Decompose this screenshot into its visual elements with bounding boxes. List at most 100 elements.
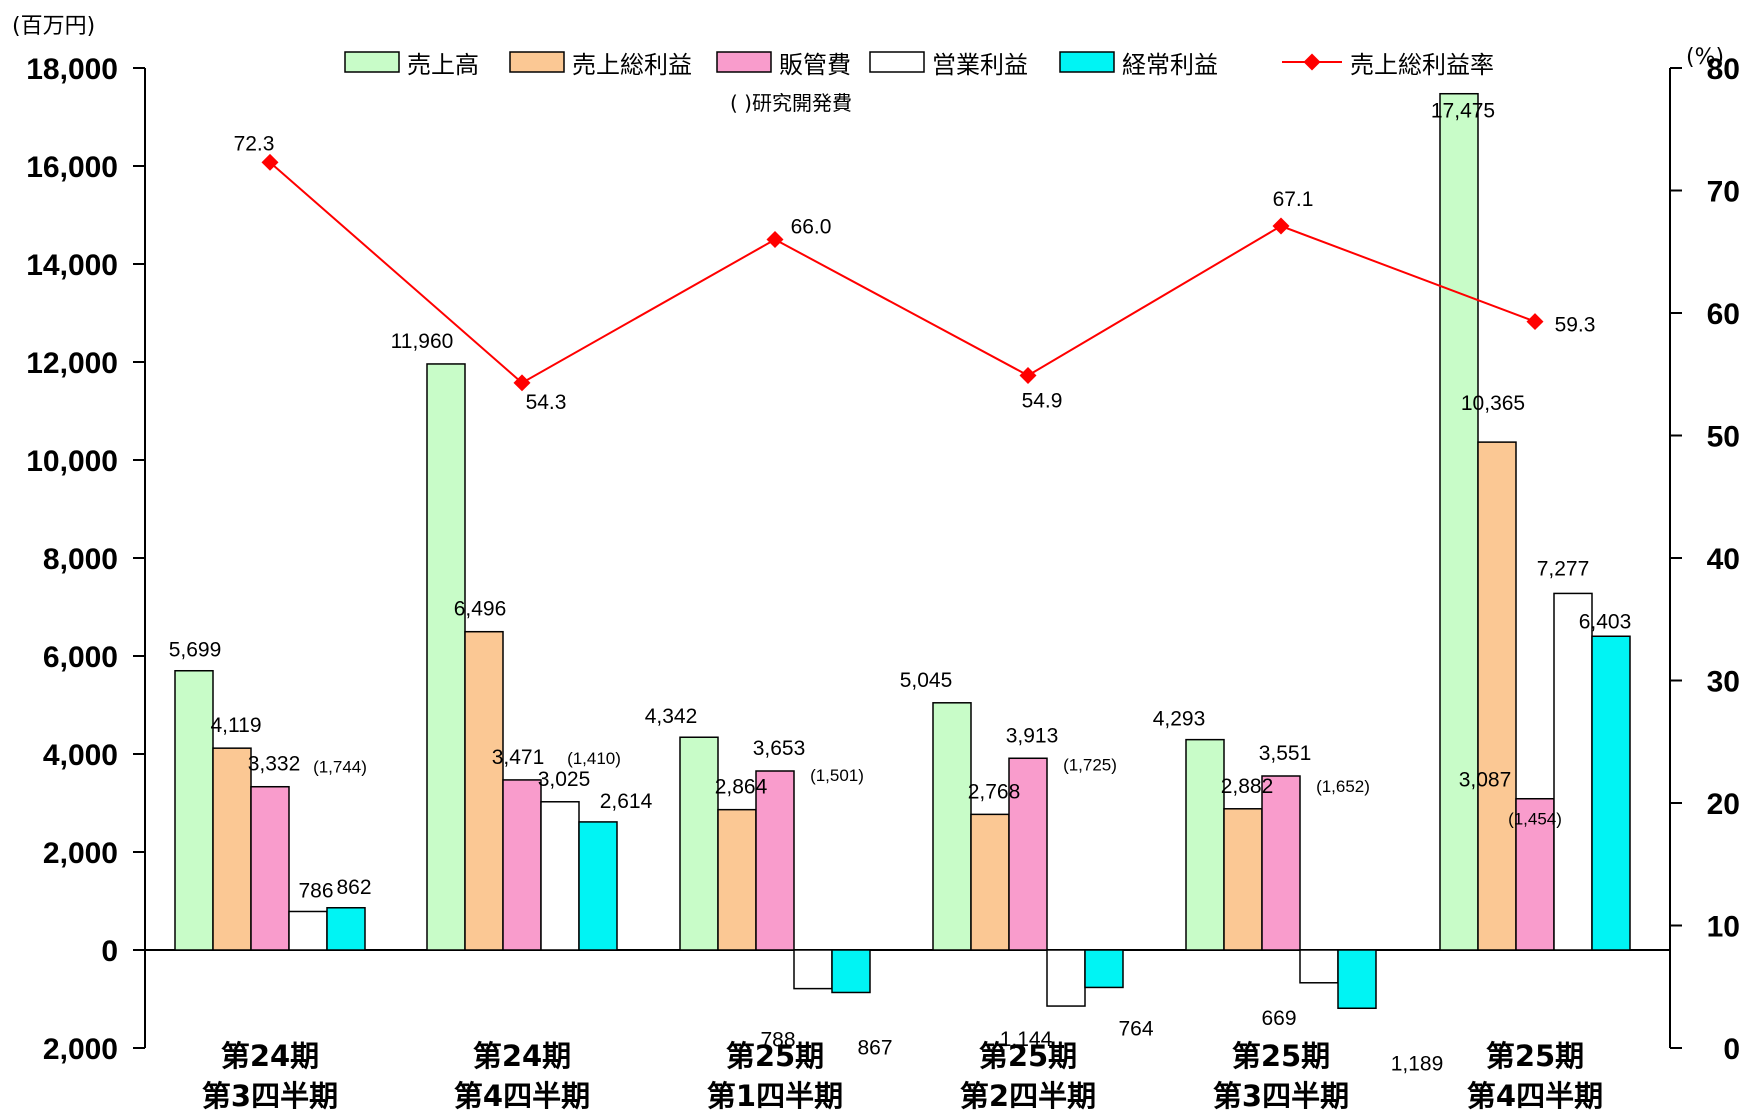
rd-expense-label: (1,454) bbox=[1508, 810, 1562, 829]
bar-operating-income bbox=[1046, 949, 1086, 1007]
gross-margin-label: 54.3 bbox=[526, 391, 567, 414]
right-tick-label: 80 bbox=[1707, 53, 1740, 86]
bar-sga bbox=[502, 779, 542, 951]
rd-expense-label: (1,744) bbox=[313, 758, 367, 777]
legend-label-ordinary-income: 経常利益 bbox=[1122, 51, 1218, 79]
category-label-quarter: 第2四半期 bbox=[960, 1079, 1096, 1113]
legend-marker-gross-margin bbox=[1303, 53, 1321, 71]
bar-gross-profit bbox=[717, 808, 757, 951]
legend-label-sga: 販管費 bbox=[779, 51, 851, 79]
bar-value-label: 788 bbox=[760, 1029, 795, 1052]
right-tick-label: 20 bbox=[1707, 788, 1740, 821]
bar-value-label: 3,332 bbox=[248, 753, 301, 776]
bar-value-label: 669 bbox=[1261, 1007, 1296, 1030]
bar-ordinary-income bbox=[1591, 635, 1631, 951]
bar-value-label: 1,144 bbox=[1000, 1028, 1053, 1051]
bar-value-label: 4,342 bbox=[645, 705, 698, 728]
right-tick-label: 40 bbox=[1707, 543, 1740, 576]
bar-value-label: 7,277 bbox=[1537, 557, 1590, 580]
right-tick-label: 50 bbox=[1707, 421, 1740, 454]
bar-operating-income bbox=[540, 801, 580, 951]
category-label-period: 第25期 bbox=[726, 1039, 824, 1073]
axes: 18,000 16,000 14,000 12,000 10,000 8,000 6,000… bbox=[26, 53, 1740, 1066]
rd-expense-label: (1,501) bbox=[810, 766, 864, 785]
category-label-period: 第25期 bbox=[979, 1039, 1077, 1073]
right-tick-label: 0 bbox=[1723, 1033, 1740, 1066]
legend-swatch-operating-income bbox=[869, 51, 925, 73]
legend-label-sales: 売上高 bbox=[407, 51, 479, 79]
legend-note: ( )研究開発費 bbox=[730, 91, 852, 115]
gross-margin-label: 54.9 bbox=[1022, 389, 1063, 412]
bar-value-label: 786 bbox=[298, 879, 333, 902]
left-tick-label: 14,000 bbox=[26, 249, 118, 282]
bar-gross-profit bbox=[464, 630, 504, 951]
bar-ordinary-income bbox=[326, 907, 366, 951]
bar-value-label: 3,551 bbox=[1259, 742, 1312, 765]
bar-sales bbox=[679, 736, 719, 951]
bar-value-label: 1,189 bbox=[1391, 1052, 1444, 1075]
bar-ordinary-income bbox=[578, 821, 618, 951]
category-label-quarter: 第3四半期 bbox=[1213, 1079, 1349, 1113]
category-label-quarter: 第4四半期 bbox=[1467, 1079, 1603, 1113]
bar-value-label: 2,768 bbox=[968, 780, 1021, 803]
gross-margin-polyline bbox=[269, 161, 1536, 385]
bar-sga bbox=[755, 770, 795, 951]
bar-sales bbox=[426, 363, 466, 951]
bar-value-label: 2,864 bbox=[715, 776, 768, 799]
left-tick-label: 6,000 bbox=[43, 641, 118, 674]
bar-sales bbox=[1439, 92, 1479, 951]
bar-sga bbox=[1008, 757, 1048, 951]
bar-sales bbox=[1185, 738, 1225, 951]
right-tick-label: 30 bbox=[1707, 666, 1740, 699]
gross-margin-label: 66.0 bbox=[791, 216, 832, 239]
legend: 売上高 売上総利益 販管費 営業利益 経常利益 売上総利益率 bbox=[344, 51, 1494, 79]
bar-ordinary-income bbox=[831, 949, 871, 994]
bar-gross-profit bbox=[1477, 441, 1517, 951]
bar-value-label: 6,496 bbox=[454, 598, 507, 621]
right-tick-label: 60 bbox=[1707, 298, 1740, 331]
bar-value-label: 862 bbox=[336, 876, 371, 899]
bar-sga bbox=[1515, 797, 1555, 951]
bar-ordinary-income bbox=[1337, 949, 1377, 1010]
category-label-period: 第24期 bbox=[473, 1039, 571, 1073]
bar-value-label: 6,403 bbox=[1579, 610, 1632, 633]
category-label-quarter: 第4四半期 bbox=[454, 1079, 590, 1113]
bar-value-label: 3,025 bbox=[538, 768, 591, 791]
bars bbox=[174, 92, 1631, 1010]
legend-swatch-gross-profit bbox=[509, 51, 565, 73]
gross-margin-marker bbox=[513, 374, 531, 392]
left-tick-label: 12,000 bbox=[26, 347, 118, 380]
bar-sga bbox=[250, 785, 290, 951]
left-tick-label: 10,000 bbox=[26, 445, 118, 478]
category-label-period: 第25期 bbox=[1232, 1039, 1330, 1073]
bar-gross-profit bbox=[1223, 808, 1263, 951]
bar-operating-income bbox=[288, 910, 328, 951]
gross-margin-label: 72.3 bbox=[234, 132, 275, 155]
rd-expense-label: (1,725) bbox=[1063, 755, 1117, 774]
legend-label-operating-income: 営業利益 bbox=[932, 51, 1028, 79]
left-tick-label: 18,000 bbox=[26, 53, 118, 86]
gross-margin-line bbox=[261, 153, 1544, 392]
bar-value-label: 3,913 bbox=[1006, 724, 1059, 747]
bar-value-label: 5,699 bbox=[169, 639, 222, 662]
bar-value-label: 867 bbox=[857, 1036, 892, 1059]
gross-margin-marker bbox=[261, 153, 279, 171]
left-tick-label: 0 bbox=[101, 935, 118, 968]
bar-operating-income bbox=[1553, 592, 1593, 951]
bar-gross-profit bbox=[212, 747, 252, 951]
right-axis-unit: (%) bbox=[1686, 45, 1724, 70]
gross-margin-label: 67.1 bbox=[1273, 188, 1314, 211]
gross-margin-label: 59.3 bbox=[1555, 314, 1596, 337]
bar-sales bbox=[174, 669, 214, 951]
bar-value-label: 764 bbox=[1118, 1017, 1153, 1040]
bar-value-label: 17,475 bbox=[1431, 100, 1495, 123]
legend-swatch-ordinary-income bbox=[1059, 51, 1115, 73]
bar-ordinary-income bbox=[1084, 949, 1124, 989]
right-tick-label: 10 bbox=[1707, 911, 1740, 944]
gross-margin-marker bbox=[766, 231, 784, 248]
left-tick-label: 16,000 bbox=[26, 151, 118, 184]
left-tick-label: 2,000 bbox=[43, 837, 118, 870]
bar-gross-profit bbox=[970, 813, 1010, 951]
bar-value-label: 5,045 bbox=[900, 669, 953, 692]
